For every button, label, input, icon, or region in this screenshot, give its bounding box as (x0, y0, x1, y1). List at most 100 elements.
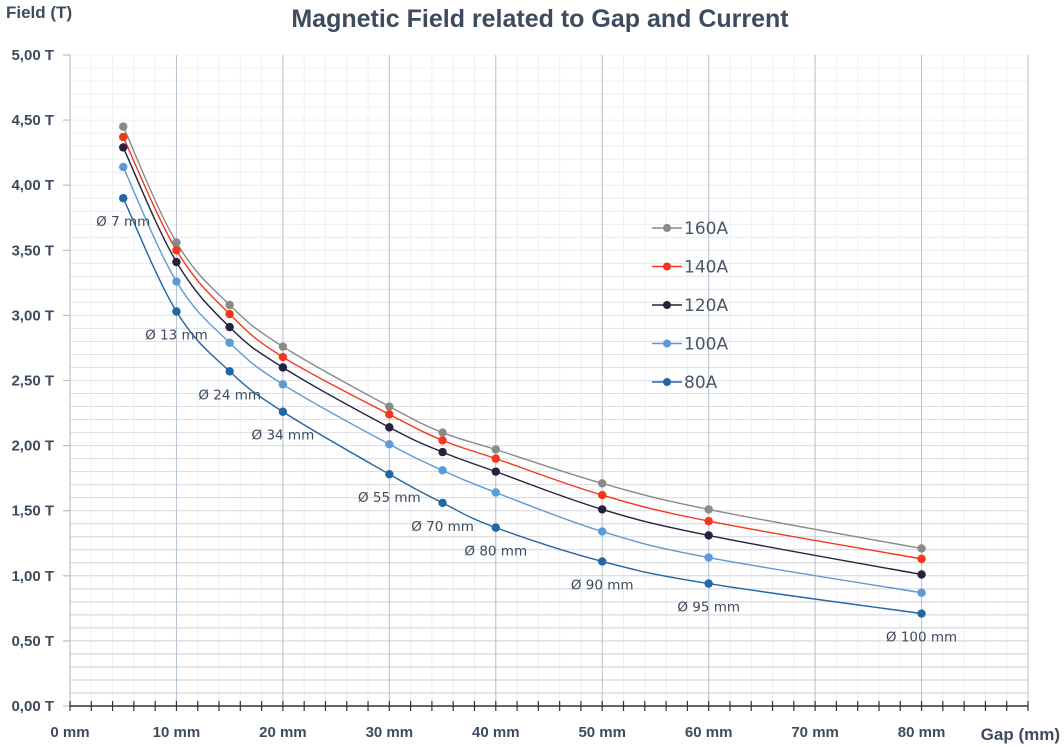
data-point-160a (225, 300, 234, 310)
data-point-160a (917, 544, 926, 553)
series-line-140a (122, 136, 922, 560)
legend-item-140a: 140A (652, 258, 728, 278)
y-tick-label: 4,50 T (11, 112, 54, 129)
data-point-140a (225, 309, 234, 319)
y-tick-label: 0,00 T (11, 698, 54, 715)
data-point-100a (704, 553, 713, 562)
data-point-140a (385, 410, 394, 419)
data-point-80a (917, 609, 926, 618)
y-tick-label: 3,50 T (11, 242, 54, 259)
data-point-160a (278, 342, 288, 351)
y-tick-label: 0,50 T (11, 633, 54, 650)
x-tick-label: 10 mm (153, 724, 201, 741)
data-point-160a (438, 428, 447, 437)
data-annotation: Ø 95 mm (677, 600, 740, 616)
legend-item-160a: 160A (652, 219, 728, 239)
data-point-100a (917, 588, 926, 597)
data-point-100a (491, 488, 500, 497)
data-point-100a (225, 338, 234, 347)
y-tick-label: 2,00 T (11, 438, 54, 455)
data-point-140a (438, 436, 447, 445)
y-tick-label: 5,00 T (11, 47, 54, 64)
y-tick-labels: 0,00 T 0,50 T 1,00 T 1,50 T 2,00 T 2,50 T 3,00… (11, 47, 54, 715)
legend-marker (663, 339, 671, 348)
data-point-120a (491, 467, 500, 476)
data-annotation: Ø 7 mm (96, 214, 150, 230)
x-tick-label: 0 mm (50, 724, 89, 741)
series-line-80a (122, 197, 922, 615)
legend-item-120a: 120A (652, 296, 728, 316)
legend-marker (663, 224, 671, 232)
y-tick-label: 1,00 T (11, 568, 54, 585)
data-point-160a (172, 238, 181, 247)
series-line-160a (122, 126, 922, 550)
x-tick-label: 50 mm (578, 724, 626, 741)
data-annotation: Ø 55 mm (358, 490, 421, 506)
data-point-80a (172, 307, 181, 316)
y-tick-label: 1,50 T (11, 503, 54, 520)
data-point-100a (438, 466, 447, 475)
data-point-80a (119, 194, 128, 203)
series-points (119, 122, 926, 618)
data-point-120a (119, 143, 128, 152)
data-point-160a (598, 479, 607, 488)
x-tick-label: 20 mm (259, 724, 307, 741)
data-point-120a (704, 531, 713, 540)
legend-item-80a: 80A (652, 373, 718, 393)
x-tick-label: 40 mm (472, 724, 520, 741)
data-annotation: Ø 13 mm (145, 327, 208, 343)
x-tick-label: 60 mm (685, 724, 733, 741)
data-point-120a (278, 363, 288, 372)
data-annotation: Ø 70 mm (411, 519, 474, 535)
data-point-100a (598, 527, 607, 536)
axes (63, 54, 1029, 711)
y-tick-label: 3,00 T (11, 307, 54, 324)
data-annotation: Ø 90 mm (571, 577, 634, 593)
x-tick-label: 80 mm (898, 724, 946, 741)
series-lines (122, 126, 922, 615)
data-point-80a (438, 498, 447, 508)
data-annotation: Ø 34 mm (252, 428, 315, 444)
data-point-120a (225, 322, 234, 332)
data-point-160a (704, 505, 713, 514)
legend-label: 140A (684, 258, 728, 278)
data-point-120a (438, 447, 447, 457)
data-point-140a (278, 352, 288, 362)
series-line-100a (122, 166, 922, 594)
data-point-80a (491, 523, 500, 532)
legend-label: 80A (684, 373, 718, 393)
data-point-140a (598, 490, 607, 500)
data-point-120a (917, 570, 926, 579)
data-point-140a (119, 132, 128, 142)
data-point-80a (704, 579, 713, 588)
series-line-120a (122, 147, 922, 576)
chart-title: Magnetic Field related to Gap and Curren… (291, 5, 789, 33)
y-tick-label: 4,00 T (11, 177, 54, 194)
data-point-160a (491, 445, 500, 454)
data-point-160a (119, 122, 128, 131)
data-point-120a (172, 257, 181, 267)
data-point-100a (172, 277, 181, 286)
y-axis-title: Field (T) (6, 3, 72, 22)
legend-marker (663, 378, 671, 386)
x-axis-title: Gap (mm) (981, 725, 1060, 744)
data-point-140a (917, 554, 926, 564)
legend-label: 100A (684, 335, 728, 355)
data-point-80a (225, 367, 234, 376)
data-point-100a (385, 440, 394, 449)
data-annotation: Ø 100 mm (886, 630, 957, 646)
data-annotations: Ø 7 mm Ø 13 mm Ø 24 mm Ø 34 mm Ø 55 mm Ø 70 m… (96, 214, 957, 645)
legend-label: 120A (684, 296, 728, 316)
data-point-120a (598, 505, 607, 514)
data-annotation: Ø 24 mm (198, 387, 261, 403)
legend-label: 160A (684, 219, 728, 239)
legend-item-100a: 100A (652, 335, 728, 355)
data-point-100a (278, 380, 288, 389)
y-tick-label: 2,50 T (11, 373, 54, 390)
data-point-100a (119, 162, 128, 172)
data-point-160a (385, 402, 394, 411)
data-point-80a (278, 407, 288, 416)
data-point-140a (491, 454, 500, 463)
x-tick-label: 70 mm (791, 724, 839, 741)
